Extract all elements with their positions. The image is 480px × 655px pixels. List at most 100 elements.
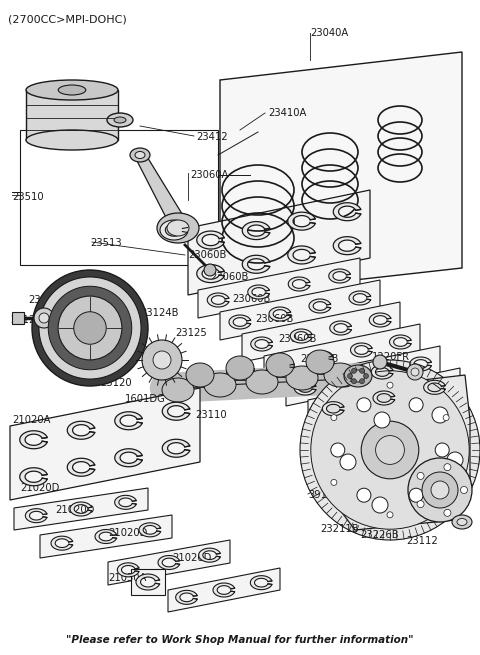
- FancyBboxPatch shape: [131, 569, 165, 595]
- Polygon shape: [108, 540, 230, 585]
- Polygon shape: [25, 509, 47, 523]
- Circle shape: [361, 421, 419, 479]
- Circle shape: [58, 296, 122, 360]
- Polygon shape: [162, 402, 190, 421]
- Circle shape: [444, 464, 451, 471]
- Text: 21030A: 21030A: [108, 573, 146, 583]
- Polygon shape: [220, 280, 380, 340]
- Text: 23060B: 23060B: [210, 272, 248, 282]
- Circle shape: [39, 277, 141, 379]
- Polygon shape: [266, 365, 294, 377]
- Text: 23513: 23513: [90, 238, 121, 248]
- Polygon shape: [115, 412, 142, 430]
- Polygon shape: [220, 52, 462, 295]
- Text: 21020A: 21020A: [12, 415, 50, 425]
- Circle shape: [142, 340, 182, 380]
- Polygon shape: [162, 440, 190, 457]
- Polygon shape: [213, 583, 235, 597]
- Polygon shape: [410, 357, 432, 371]
- Ellipse shape: [107, 113, 133, 127]
- Polygon shape: [20, 431, 48, 449]
- Polygon shape: [199, 548, 220, 562]
- Polygon shape: [349, 291, 371, 305]
- Text: 23126A: 23126A: [28, 295, 67, 305]
- Circle shape: [357, 398, 371, 412]
- Polygon shape: [186, 375, 214, 387]
- Polygon shape: [188, 190, 370, 295]
- Text: 1220FR: 1220FR: [372, 352, 410, 362]
- Polygon shape: [20, 468, 48, 486]
- Circle shape: [360, 379, 364, 384]
- Polygon shape: [67, 421, 95, 440]
- Text: 23120: 23120: [100, 378, 132, 388]
- Circle shape: [432, 407, 448, 423]
- Ellipse shape: [204, 373, 236, 397]
- Circle shape: [408, 458, 472, 522]
- Polygon shape: [424, 381, 445, 394]
- Ellipse shape: [452, 515, 472, 529]
- Text: 39190A: 39190A: [308, 490, 347, 500]
- Polygon shape: [373, 391, 395, 405]
- Text: 21020D: 21020D: [20, 483, 60, 493]
- Polygon shape: [197, 231, 224, 249]
- Circle shape: [348, 373, 352, 379]
- Ellipse shape: [286, 366, 318, 390]
- Circle shape: [311, 371, 469, 529]
- Text: 21020D: 21020D: [55, 505, 95, 515]
- Text: 23125: 23125: [175, 328, 207, 338]
- Circle shape: [300, 360, 480, 540]
- Circle shape: [409, 488, 423, 502]
- Text: 23112: 23112: [406, 536, 438, 546]
- Polygon shape: [329, 269, 350, 283]
- Polygon shape: [288, 246, 315, 264]
- Polygon shape: [251, 576, 272, 590]
- Polygon shape: [288, 212, 315, 230]
- Polygon shape: [67, 458, 95, 476]
- Circle shape: [407, 364, 423, 380]
- Ellipse shape: [58, 85, 86, 95]
- Polygon shape: [294, 381, 316, 395]
- Polygon shape: [288, 277, 310, 291]
- Text: 1601DG: 1601DG: [125, 394, 166, 404]
- Polygon shape: [198, 258, 360, 318]
- Text: 23211B: 23211B: [320, 524, 359, 534]
- Text: 23410A: 23410A: [268, 108, 306, 118]
- Ellipse shape: [457, 519, 467, 525]
- Circle shape: [34, 308, 54, 328]
- Ellipse shape: [157, 213, 199, 243]
- Ellipse shape: [130, 148, 150, 162]
- Circle shape: [447, 452, 463, 468]
- Circle shape: [74, 312, 106, 345]
- Circle shape: [351, 379, 357, 384]
- Circle shape: [376, 436, 405, 464]
- Circle shape: [411, 368, 419, 376]
- Circle shape: [372, 497, 388, 513]
- Polygon shape: [160, 220, 188, 240]
- Polygon shape: [117, 563, 139, 577]
- Polygon shape: [95, 529, 117, 544]
- Circle shape: [417, 500, 424, 508]
- Polygon shape: [168, 568, 280, 612]
- Circle shape: [340, 454, 356, 470]
- Ellipse shape: [351, 370, 365, 382]
- Polygon shape: [264, 324, 420, 384]
- Ellipse shape: [344, 365, 372, 387]
- Polygon shape: [139, 523, 161, 537]
- Text: 23060B: 23060B: [188, 250, 227, 260]
- Ellipse shape: [324, 363, 356, 387]
- Text: (2700CC>MPI-DOHC): (2700CC>MPI-DOHC): [8, 15, 127, 25]
- Polygon shape: [306, 362, 334, 374]
- Circle shape: [363, 373, 369, 379]
- Polygon shape: [309, 299, 331, 313]
- Ellipse shape: [162, 378, 194, 402]
- Circle shape: [32, 270, 148, 386]
- Text: "Please refer to Work Shop Manual for further information": "Please refer to Work Shop Manual for fu…: [66, 635, 414, 645]
- Circle shape: [204, 264, 216, 276]
- Circle shape: [387, 383, 393, 388]
- Circle shape: [48, 286, 132, 370]
- Polygon shape: [14, 488, 148, 530]
- Ellipse shape: [266, 353, 294, 377]
- Text: 23060B: 23060B: [232, 294, 270, 304]
- Circle shape: [435, 443, 449, 457]
- Circle shape: [427, 492, 443, 508]
